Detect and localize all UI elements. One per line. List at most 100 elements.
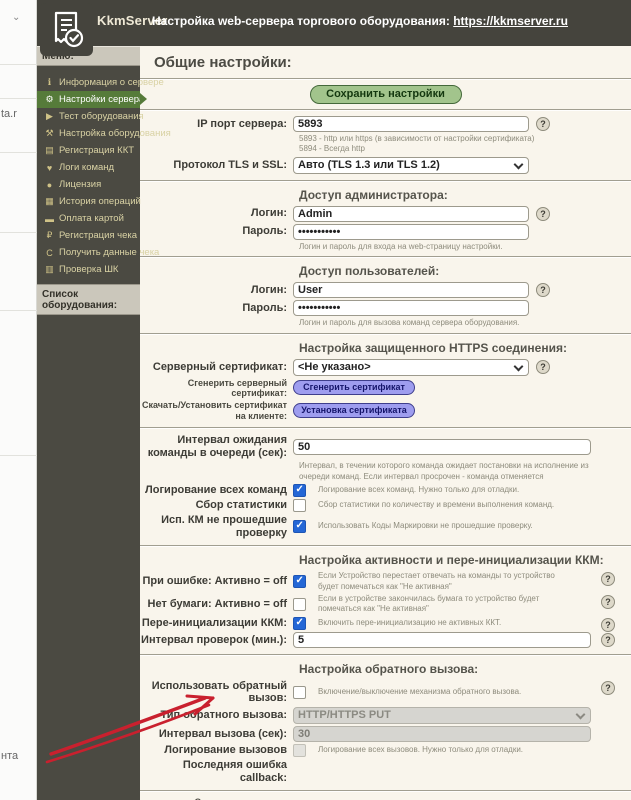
log-commands-label: Логирование всех команд — [145, 484, 287, 497]
sidebar-item-server-settings[interactable]: ⚙ Настройки сервера — [37, 91, 147, 108]
sidebar-item-label: Лицензия — [59, 179, 102, 190]
queue-help: Интервал, в течении которого команда ожи… — [299, 461, 589, 481]
ip-port-input[interactable] — [293, 116, 529, 132]
kkmserver-link[interactable]: https://kkmserver.ru — [453, 14, 568, 28]
sidebar-item-barcode-check[interactable]: ▥ Проверка ШК — [37, 261, 140, 278]
admin-password-input[interactable] — [293, 223, 529, 240]
help-icon[interactable]: ? — [601, 572, 615, 587]
callback-interval-input — [293, 726, 591, 743]
background-page-strip: ⌄ ta.r нта — [0, 0, 37, 800]
refresh-icon: C — [46, 247, 53, 258]
log-calls-label: Логирование вызовов — [164, 744, 287, 757]
sidebar-item-label: Проверка ШК — [59, 264, 119, 275]
generate-certificate-button[interactable]: Сгенерить сертификат — [293, 380, 415, 396]
port-section: IP порт сервера: ? 5893 - http или https… — [140, 109, 631, 180]
on-error-help: Если Устройство перестает отвечать на ко… — [318, 571, 555, 591]
install-certificate-button[interactable]: Установка сертификата — [293, 403, 415, 419]
queue-interval-input[interactable] — [293, 438, 591, 455]
help-icon[interactable]: ? — [601, 595, 615, 610]
help-icon[interactable]: ? — [536, 360, 550, 375]
certificate-label: Серверный сертификат: — [152, 360, 287, 373]
save-top-section: Сохранить настройки — [140, 78, 631, 109]
port-help: 5893 - http или https (в зависимости от … — [299, 134, 535, 154]
background-text-fragment: нта — [1, 750, 19, 762]
help-icon[interactable]: ? — [601, 680, 615, 695]
background-divider — [0, 232, 37, 233]
page-title: Общие настройки: — [154, 54, 292, 71]
sidebar-item-kkt-registration[interactable]: ▤ Регистрация ККТ — [37, 142, 140, 159]
on-error-label: При ошибке: Активно = off — [142, 575, 287, 588]
check-interval-input[interactable] — [293, 631, 591, 648]
reinit-label: Пере-инициализации ККМ: — [141, 617, 287, 630]
sidebar-item-command-logs[interactable]: ♥ Логи команд — [37, 159, 140, 176]
help-icon[interactable]: ? — [601, 632, 615, 647]
on-error-checkbox[interactable] — [293, 575, 306, 589]
background-divider — [0, 310, 37, 311]
no-paper-checkbox[interactable] — [293, 597, 306, 611]
help-icon[interactable]: ? — [601, 617, 615, 632]
sidebar-item-server-info[interactable]: ℹ Информация о сервере — [37, 74, 164, 91]
help-icon[interactable]: ? — [536, 283, 550, 298]
receipt-check-icon — [54, 11, 83, 47]
https-heading: Настройка защищенного HTTPS соединения: — [299, 340, 567, 355]
certificate-select[interactable]: <Не указано> — [293, 358, 529, 376]
sidebar-item-card-payment[interactable]: ▬ Оплата картой — [37, 210, 140, 227]
background-divider — [0, 152, 37, 153]
sidebar-item-operation-history[interactable]: ▦ История операций — [37, 193, 141, 210]
form-icon: ▤ — [45, 145, 54, 155]
kkm-activity-heading: Настройка активности и пере-инициализаци… — [299, 553, 604, 568]
help-icon[interactable]: ? — [536, 206, 550, 221]
kkmserver-window: KkmServer Настройка web-сервера торговог… — [37, 0, 631, 800]
sidebar-item-license[interactable]: ● Лицензия — [37, 176, 140, 193]
no-paper-label: Нет бумаги: Активно = off — [147, 598, 287, 611]
chevron-down-icon: ⌄ — [12, 12, 21, 23]
device-control-section: Отключить все устройства: Отключить все … — [140, 790, 631, 800]
info-icon: ℹ — [47, 77, 52, 87]
https-section: Настройка защищенного HTTPS соединения: … — [140, 332, 631, 427]
sidebar-item-label: Настройки сервера — [59, 94, 145, 105]
credit-card-icon: ▬ — [45, 213, 54, 224]
marking-codes-checkbox[interactable] — [293, 520, 306, 534]
reinit-checkbox[interactable] — [293, 616, 306, 630]
sidebar-item-label: Получить данные чека — [59, 247, 160, 258]
user-password-input[interactable] — [293, 300, 529, 317]
admin-access-section: Доступ администратора: Логин: ? Пароль: … — [140, 179, 631, 256]
statistics-checkbox[interactable] — [293, 499, 306, 512]
barcode-icon: ▥ — [45, 264, 54, 274]
sidebar-item-equipment-settings[interactable]: ⚒ Настройка оборудования — [37, 125, 170, 142]
tls-select[interactable]: Авто (TLS 1.3 или TLS 1.2) — [293, 156, 529, 174]
help-icon[interactable]: ? — [536, 117, 550, 131]
use-callback-help: Включение/выключение механизма обратного… — [318, 687, 522, 697]
sidebar: Меню: ℹ Информация о сервере ⚙ Настройки с… — [37, 46, 171, 800]
no-paper-help: Если в устройстве закончилась бумага то … — [318, 594, 540, 614]
log-calls-checkbox — [293, 744, 306, 758]
sidebar-item-get-receipt-data[interactable]: C Получить данные чека — [37, 244, 159, 261]
header-title: Настройка web-сервера торгового оборудов… — [152, 14, 568, 28]
ip-port-label: IP порт сервера: — [197, 117, 287, 130]
chevron-down-icon — [513, 159, 524, 170]
sidebar-item-receipt-registration[interactable]: ₽ Регистрация чека — [37, 227, 140, 244]
log-calls-help: Логирование всех вызовов. Нужно только д… — [318, 745, 524, 755]
callback-section: Настройка обратного вызова: Использовать… — [140, 653, 631, 791]
chevron-down-icon — [513, 361, 524, 372]
app-name: KkmServer — [97, 13, 168, 28]
user-access-heading: Доступ пользователей: — [299, 264, 440, 279]
background-divider — [0, 64, 37, 65]
user-access-section: Доступ пользователей: Логин: ? Пароль: Л… — [140, 256, 631, 332]
log-commands-checkbox[interactable] — [293, 484, 306, 497]
install-certificate-label: Скачать/Установить сертификат на клиенте… — [141, 400, 287, 421]
tls-selected-value: Авто (TLS 1.3 или TLS 1.2) — [298, 158, 440, 171]
save-settings-button[interactable]: Сохранить настройки — [309, 85, 462, 104]
admin-login-input[interactable] — [293, 205, 529, 222]
marking-codes-label: Исп. КМ не прошедшие проверку — [161, 514, 287, 539]
use-callback-checkbox[interactable] — [293, 685, 306, 699]
callback-type-label: Тип обратного вызова: — [160, 709, 287, 722]
check-interval-label: Интервал проверок (мин.): — [141, 633, 287, 646]
sidebar-item-label: История операций — [59, 196, 141, 207]
sidebar-item-equipment-test[interactable]: ▶ Тест оборудования — [37, 108, 144, 125]
statistics-label: Сбор статистики — [195, 499, 287, 512]
header-title-text: Настройка web-сервера торгового оборудов… — [152, 14, 450, 28]
user-access-help: Логин и пароль для вызова команд сервера… — [299, 318, 520, 328]
user-login-input[interactable] — [293, 282, 529, 299]
reinit-help: Включить пере-инициализацию не активных … — [318, 618, 502, 628]
